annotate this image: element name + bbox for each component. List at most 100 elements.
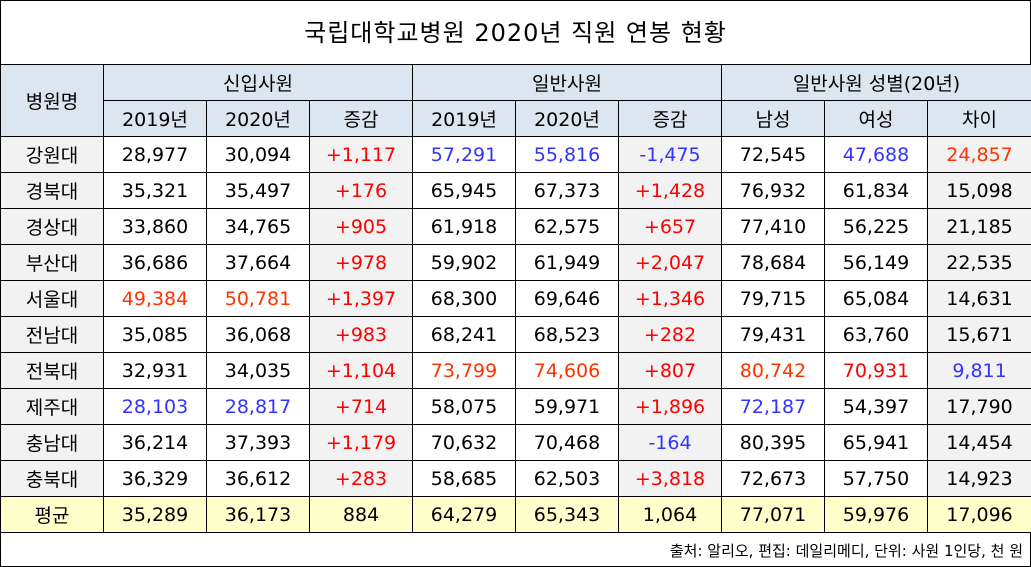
table-cell: 36,214 [103, 424, 207, 461]
table-cell: 36,612 [206, 460, 310, 497]
table-cell: +2,047 [618, 244, 722, 281]
table-cell: 72,187 [721, 388, 825, 425]
hospital-name: 강원대 [0, 136, 104, 173]
table-cell: 15,098 [926, 172, 1031, 209]
group-header-general-employee: 일반사원 [412, 64, 722, 101]
column-header: 2019년 [412, 100, 516, 137]
table-cell: 14,923 [926, 460, 1031, 497]
table-cell: 35,321 [103, 172, 207, 209]
table-cell: 37,393 [206, 424, 310, 461]
table-cell: -1,475 [618, 136, 722, 173]
table-cell: 15,671 [926, 316, 1031, 353]
table-row: 충북대 36,329 36,612 +283 58,685 62,503 +3,818 72,… [0, 460, 1031, 497]
table-cell: 17,790 [926, 388, 1031, 425]
table-row: 부산대 36,686 37,664 +978 59,902 61,949 +2,047 78,… [0, 244, 1031, 281]
table-cell: 58,685 [412, 460, 516, 497]
table-cell: +176 [309, 172, 413, 209]
hospital-name: 충남대 [0, 424, 104, 461]
average-cell: 884 [309, 496, 413, 533]
average-cell: 65,343 [515, 496, 619, 533]
table-cell: +905 [309, 208, 413, 245]
table-cell: 49,384 [103, 280, 207, 317]
table-cell: 33,860 [103, 208, 207, 245]
table-cell: 56,149 [824, 244, 928, 281]
table-cell: 56,225 [824, 208, 928, 245]
table-cell: 37,664 [206, 244, 310, 281]
hospital-name: 제주대 [0, 388, 104, 425]
source-note: 출처: 알리오, 편집: 데일리메디, 단위: 사원 1인당, 천 원 [669, 542, 1023, 560]
column-header: 2019년 [103, 100, 207, 137]
average-cell: 1,064 [618, 496, 722, 533]
table-cell: 34,035 [206, 352, 310, 389]
table-cell: 28,977 [103, 136, 207, 173]
table-cell: 65,945 [412, 172, 516, 209]
table-cell: 70,632 [412, 424, 516, 461]
table-cell: 70,931 [824, 352, 928, 389]
salary-table: 병원명 신입사원 일반사원 일반사원 성별(20년) 2019년 2020년 증감 2… [0, 64, 1031, 533]
table-cell: 79,715 [721, 280, 825, 317]
table-cell: 28,103 [103, 388, 207, 425]
hospital-name: 충북대 [0, 460, 104, 497]
column-header: 증감 [618, 100, 722, 137]
average-cell: 35,289 [103, 496, 207, 533]
average-cell: 77,071 [721, 496, 825, 533]
table-cell: 80,742 [721, 352, 825, 389]
column-header: 2020년 [515, 100, 619, 137]
table-cell: 70,468 [515, 424, 619, 461]
table-cell: 63,760 [824, 316, 928, 353]
table-row: 서울대 49,384 50,781 +1,397 68,300 69,646 +1,346 7… [0, 280, 1031, 317]
table-cell: 68,300 [412, 280, 516, 317]
table-cell: 21,185 [926, 208, 1031, 245]
average-cell: 36,173 [206, 496, 310, 533]
table-cell: 62,575 [515, 208, 619, 245]
table-cell: 61,834 [824, 172, 928, 209]
table-cell: 35,085 [103, 316, 207, 353]
table-cell: 50,781 [206, 280, 310, 317]
table-row: 제주대 28,103 28,817 +714 58,075 59,971 +1,896 72,… [0, 388, 1031, 425]
table-cell: 67,373 [515, 172, 619, 209]
page-title: 국립대학교병원 2020년 직원 연봉 현황 [304, 19, 727, 47]
hospital-name: 부산대 [0, 244, 104, 281]
table-cell: 78,684 [721, 244, 825, 281]
table-cell: +1,104 [309, 352, 413, 389]
table-cell: 72,673 [721, 460, 825, 497]
table-row: 전남대 35,085 36,068 +983 68,241 68,523 +282 79,43… [0, 316, 1031, 353]
table-cell: 36,686 [103, 244, 207, 281]
table-cell: +657 [618, 208, 722, 245]
table-cell: 57,750 [824, 460, 928, 497]
table-cell: 68,241 [412, 316, 516, 353]
average-cell: 64,279 [412, 496, 516, 533]
table-cell: +1,896 [618, 388, 722, 425]
table-cell: 59,902 [412, 244, 516, 281]
table-cell: 30,094 [206, 136, 310, 173]
table-cell: 35,497 [206, 172, 310, 209]
column-header: 차이 [926, 100, 1031, 137]
table-cell: -164 [618, 424, 722, 461]
hospital-name: 경북대 [0, 172, 104, 209]
group-header-gender: 일반사원 성별(20년) [720, 64, 1031, 101]
table-cell: 74,606 [515, 352, 619, 389]
table-cell: 65,941 [824, 424, 928, 461]
table-cell: +283 [309, 460, 413, 497]
hospital-name: 서울대 [0, 280, 104, 317]
table-row: 경북대 35,321 35,497 +176 65,945 67,373 +1,428 76,… [0, 172, 1031, 209]
hospital-name: 전남대 [0, 316, 104, 353]
table-cell: +983 [309, 316, 413, 353]
table-cell: +1,117 [309, 136, 413, 173]
table-cell: 28,817 [206, 388, 310, 425]
table-cell: 58,075 [412, 388, 516, 425]
column-header: 2020년 [206, 100, 310, 137]
table-cell: 14,454 [926, 424, 1031, 461]
table-cell: 61,918 [412, 208, 516, 245]
hospital-name: 전북대 [0, 352, 104, 389]
table-cell: +1,179 [309, 424, 413, 461]
table-cell: +807 [618, 352, 722, 389]
table-cell: 69,646 [515, 280, 619, 317]
table-cell: 32,931 [103, 352, 207, 389]
table-cell: 59,971 [515, 388, 619, 425]
table-cell: 9,811 [926, 352, 1031, 389]
table-cell: 55,816 [515, 136, 619, 173]
table-cell: 22,535 [926, 244, 1031, 281]
table-cell: 57,291 [412, 136, 516, 173]
table-cell: 62,503 [515, 460, 619, 497]
